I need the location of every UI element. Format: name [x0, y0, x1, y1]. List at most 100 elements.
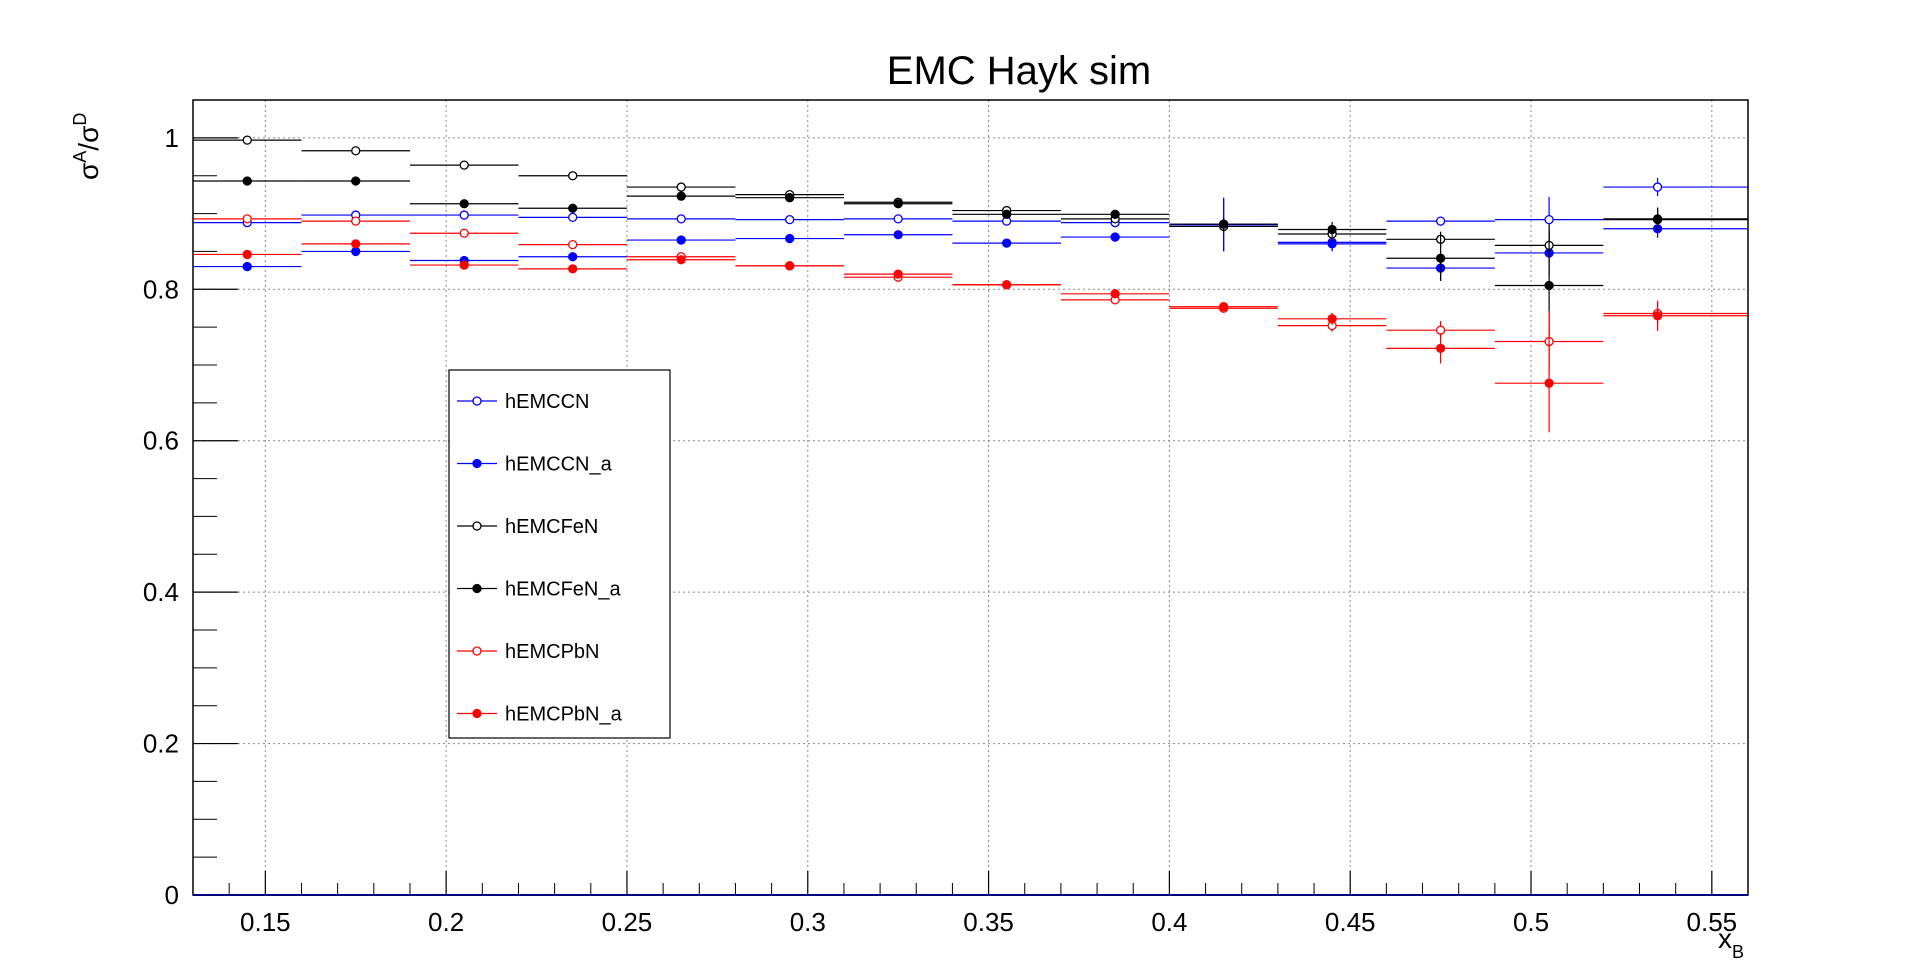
chart-title: EMC Hayk sim [887, 49, 1151, 93]
legend-marker [472, 646, 482, 656]
x-tick-label: 0.45 [1325, 907, 1376, 937]
data-point [785, 214, 795, 225]
legend-entry: hEMCCN [457, 391, 589, 413]
data-point [242, 176, 252, 186]
data-point [242, 135, 252, 145]
legend-label: hEMCPbN [505, 641, 599, 663]
data-point [676, 235, 686, 245]
data-point [1544, 214, 1554, 225]
x-label-sub: B [1732, 942, 1744, 962]
data-point [1435, 343, 1446, 353]
x-tick-label: 0.55 [1687, 907, 1738, 937]
legend-entry: hEMCFeN [457, 516, 598, 538]
data-point [1435, 253, 1446, 263]
data-point [893, 230, 903, 240]
legend-label: hEMCFeN_a [505, 579, 621, 601]
x-tick-label: 0.5 [1513, 907, 1549, 937]
data-point [568, 239, 578, 250]
data-point [1652, 182, 1663, 192]
data-point [351, 176, 361, 186]
data-point [351, 239, 361, 249]
data-point [1110, 232, 1120, 242]
y-tick-label: 0.4 [143, 577, 179, 607]
legend-entry: hEMCCN_a [457, 454, 613, 476]
y-tick-label: 1 [165, 123, 179, 153]
x-tick-label: 0.35 [963, 907, 1014, 937]
y-label-sup-d: D [70, 113, 90, 126]
x-tick-label: 0.4 [1151, 907, 1187, 937]
data-point [1002, 209, 1012, 219]
series-hEMCFeN_a [193, 176, 1748, 347]
legend-entry: hEMCPbN_a [457, 704, 623, 726]
data-point [568, 252, 578, 262]
x-tick-label: 0.25 [602, 907, 653, 937]
x-tick-label: 0.15 [240, 907, 291, 937]
x-tick-label: 0.2 [428, 907, 464, 937]
data-point [1435, 325, 1446, 335]
legend-label: hEMCFeN [505, 516, 598, 538]
x-tick-label: 0.3 [790, 907, 826, 937]
y-label-sup-a: A [70, 151, 90, 163]
data-point [1435, 216, 1446, 226]
y-tick-label: 0.2 [143, 729, 179, 759]
data-point [1652, 214, 1663, 225]
data-point [1002, 238, 1012, 248]
legend-box [448, 369, 671, 739]
data-point [351, 216, 361, 226]
data-point [676, 182, 686, 192]
legend-entry: hEMCPbN [457, 641, 599, 663]
data-point [676, 255, 686, 265]
data-point [1110, 289, 1120, 299]
y-tick-label: 0 [165, 880, 179, 910]
data-point [1327, 314, 1337, 324]
legend-label: hEMCCN [505, 391, 589, 413]
data-point [459, 210, 469, 220]
data-point [242, 214, 252, 224]
y-axis-label: σA/σD [70, 113, 104, 180]
data-point [351, 246, 361, 257]
data-point [459, 160, 469, 170]
x-axis-label: xB [1718, 923, 1744, 962]
data-point [893, 199, 903, 209]
legend-marker [472, 583, 482, 594]
data-point [351, 146, 361, 156]
series-hEMCPbN_a [193, 239, 1748, 433]
data-point [785, 261, 795, 271]
data-point [459, 228, 469, 238]
data-point [676, 191, 686, 201]
data-point [1218, 219, 1229, 229]
data-point [568, 171, 578, 181]
data-point [893, 269, 903, 279]
data-point [1327, 224, 1337, 235]
y-tick-label: 0.6 [143, 426, 179, 456]
y-tick-label: 0.8 [143, 274, 179, 304]
legend-marker [472, 458, 482, 469]
legend: hEMCCN hEMCCN_a hEMCFeN hEMCFeN_a hEMCPbN hEM… [448, 369, 671, 739]
series-hEMCCN [193, 177, 1748, 252]
legend-marker [472, 396, 482, 406]
x-label-main: x [1718, 923, 1732, 954]
data-point [1110, 209, 1120, 219]
legend-marker [472, 521, 482, 531]
data-point [676, 214, 686, 224]
data-point [785, 233, 795, 244]
data-point [1544, 280, 1554, 291]
data-point [242, 249, 252, 260]
data-point [459, 199, 469, 209]
legend-marker [472, 708, 482, 719]
data-point [1652, 311, 1663, 321]
y-label-sigma-a: σ [73, 163, 104, 180]
data-point [242, 261, 252, 272]
y-label-sigma-d: σ [73, 126, 104, 143]
legend-entry: hEMCFeN_a [457, 579, 621, 601]
data-point [568, 212, 578, 223]
y-label-slash: / [73, 143, 104, 151]
data-point [1218, 302, 1229, 312]
data-point [1544, 378, 1554, 388]
data-point [568, 264, 578, 274]
legend-label: hEMCPbN_a [505, 704, 623, 726]
axes: 0.15 0.2 0.25 0.3 0.35 0.4 0.45 0.5 0.55 0 0.2 0.4 0… [143, 99, 1749, 937]
data-point [893, 214, 903, 224]
